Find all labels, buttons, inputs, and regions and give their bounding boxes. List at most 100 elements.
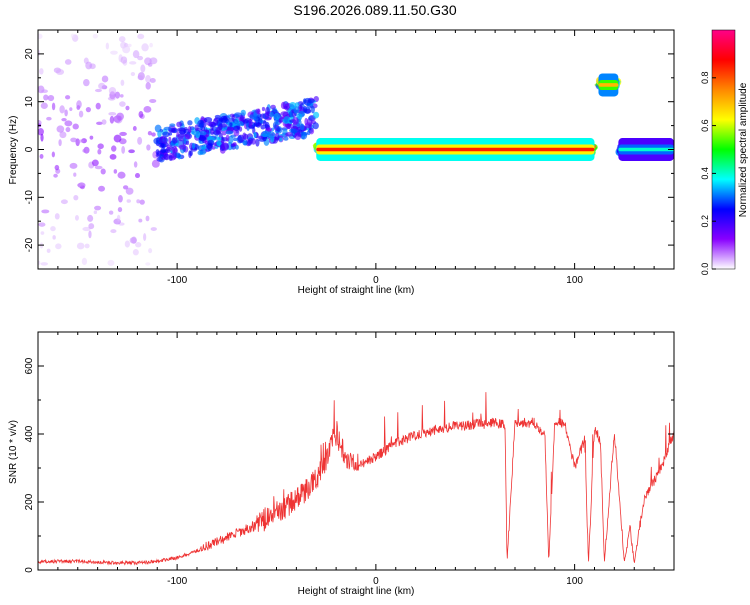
heatmap-blob xyxy=(38,33,43,39)
heatmap-blob xyxy=(81,257,88,266)
heatmap-blob xyxy=(118,36,126,43)
heatmap-blob xyxy=(132,126,137,131)
heatmap-blob xyxy=(96,121,103,126)
heatmap-blob xyxy=(293,106,300,114)
figure-title: S196.2026.089.11.50.G30 xyxy=(293,2,456,18)
heatmap-blob xyxy=(276,127,281,133)
heatmap-blob xyxy=(78,139,85,143)
snr-x-tick-label: -100 xyxy=(167,576,187,587)
heatmap-blob xyxy=(108,112,117,116)
heatmap-blob xyxy=(88,230,92,239)
heatmap-blob xyxy=(138,110,144,118)
heatmap-blob xyxy=(255,108,260,114)
heatmap-blob xyxy=(237,134,245,143)
heatmap-blob xyxy=(313,111,320,119)
heatmap-blob xyxy=(280,111,289,117)
heatmap-blob xyxy=(198,136,207,142)
snr-x-tick-label: 100 xyxy=(566,576,583,587)
heatmap-blob xyxy=(108,210,114,215)
snr-y-tick-label: 200 xyxy=(24,493,35,510)
heatmap-blob xyxy=(54,164,60,171)
heatmap-blob xyxy=(149,57,158,65)
colorbar-tick-label: 0.2 xyxy=(700,215,710,228)
heatmap-blob xyxy=(172,137,178,144)
heatmap-blob xyxy=(73,172,77,177)
spectrogram-y-tick-label: 10 xyxy=(24,96,35,108)
heatmap-blob xyxy=(137,55,144,61)
spectrogram-x-ticks: -100 0 100 xyxy=(37,30,675,286)
heatmap-blob xyxy=(105,42,110,50)
heatmap-blob xyxy=(239,114,244,121)
heatmap-blob xyxy=(172,151,177,160)
heatmap-blob xyxy=(253,132,257,139)
heatmap-blob xyxy=(59,105,65,114)
heatmap-blob xyxy=(270,104,276,110)
heatmap-blob xyxy=(109,153,117,160)
heatmap-blob xyxy=(64,59,72,65)
heatmap-blob xyxy=(150,227,157,231)
heatmap-blob xyxy=(72,123,79,130)
heatmap-blob xyxy=(229,122,233,127)
heatmap-blob xyxy=(137,136,143,145)
heatmap-blob xyxy=(70,33,75,39)
heatmap-blob xyxy=(257,135,264,140)
heatmap-blob xyxy=(73,195,79,201)
heatmap-blob xyxy=(134,172,141,179)
heatmap-blob xyxy=(199,150,204,155)
heatmap-blob xyxy=(74,215,79,221)
heatmap-blob xyxy=(55,243,62,250)
spectrogram-y-tick-label: -20 xyxy=(24,237,35,252)
heatmap-blob xyxy=(38,127,44,136)
heatmap-blob xyxy=(109,115,115,124)
heatmap-blob xyxy=(217,137,222,141)
heatmap-blob xyxy=(279,137,283,142)
heatmap-blob xyxy=(214,114,221,120)
heatmap-blob xyxy=(111,145,117,152)
heatmap-blob xyxy=(195,130,201,139)
heatmap-blob xyxy=(43,94,49,101)
heatmap-blob xyxy=(155,149,160,155)
heatmap-blob xyxy=(51,151,55,158)
heatmap-blob xyxy=(97,143,104,150)
spectrogram-x-tick-label: 100 xyxy=(566,275,583,286)
heatmap-blob xyxy=(138,74,145,81)
heatmap-blob xyxy=(157,130,162,138)
colorbar-gradient xyxy=(711,29,736,270)
heatmap-blob xyxy=(91,159,99,167)
heatmap-blob xyxy=(130,71,136,77)
heatmap-blob xyxy=(38,222,46,227)
heatmap-blob xyxy=(61,118,67,122)
heatmap-blob xyxy=(197,119,205,128)
heatmap-blob xyxy=(69,162,78,169)
heatmap-blob xyxy=(40,262,48,266)
heatmap-blob xyxy=(146,144,151,151)
spectrogram-x-label: Height of straight line (km) xyxy=(298,285,415,296)
heatmap-blob xyxy=(260,124,266,130)
heatmap-blob xyxy=(149,42,153,48)
heatmap-blob xyxy=(184,134,190,140)
heatmap-blob xyxy=(101,75,109,83)
heatmap-blob xyxy=(126,199,131,203)
snr-frame xyxy=(37,331,675,571)
heatmap-blob xyxy=(40,133,44,142)
heatmap-blob xyxy=(39,154,44,159)
snr-x-ticks: -100 0 100 xyxy=(37,332,675,587)
heatmap-blob xyxy=(131,236,137,244)
heatmap-blob xyxy=(98,185,106,192)
heatmap-blob xyxy=(212,130,222,136)
snr-panel: -100 0 100 0 200 400 600 Height of straight l… xyxy=(8,331,675,597)
heatmap-blob xyxy=(58,139,62,147)
heatmap-blob xyxy=(87,214,94,222)
heatmap-blob xyxy=(53,173,58,178)
heatmap-blob xyxy=(122,45,131,54)
heatmap-blob xyxy=(40,102,48,109)
spectrogram-y-label: Frequency (Hz) xyxy=(8,116,19,185)
heatmap-blob xyxy=(120,79,125,86)
heatmap-blob xyxy=(145,262,151,266)
heatmap-blob xyxy=(145,215,150,222)
heatmap-blob xyxy=(163,126,172,131)
heatmap-blob xyxy=(303,105,308,114)
heatmap-blob xyxy=(148,248,153,254)
heatmap-blob xyxy=(289,101,297,109)
